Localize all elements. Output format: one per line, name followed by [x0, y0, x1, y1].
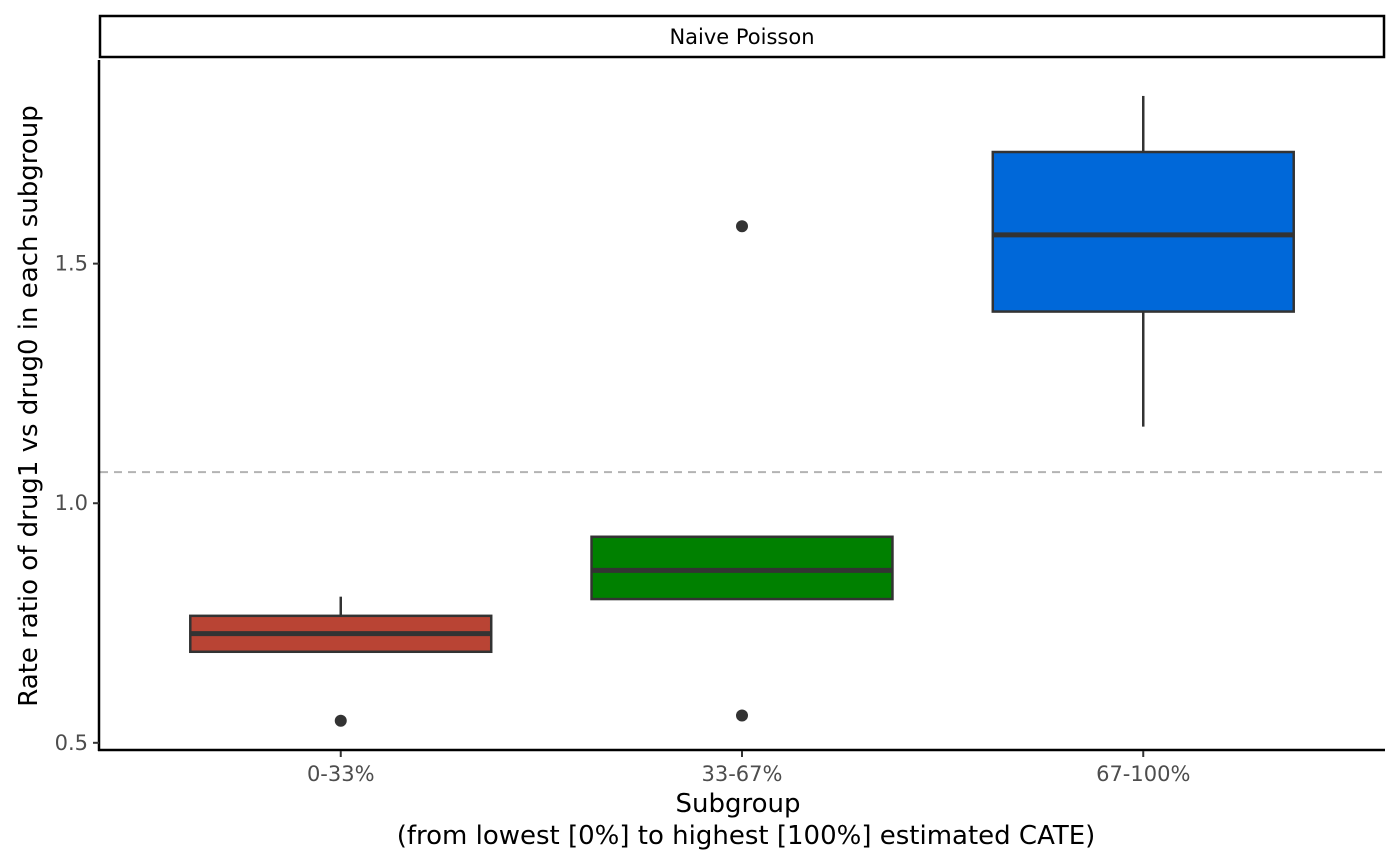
- box-67-100%: [991, 95, 1295, 427]
- box-33-67%: [590, 220, 894, 722]
- x-tick-label: 67-100%: [1096, 762, 1190, 786]
- facet-strip: [98, 14, 1386, 59]
- y-axis-ticks: 0.5 1.0 1.5: [55, 252, 99, 755]
- box-body: [991, 150, 1295, 313]
- outlier-point: [334, 714, 347, 727]
- x-tick-label: 33-67%: [702, 762, 783, 786]
- outlier-point: [736, 709, 748, 722]
- y-axis-title: Rate ratio of drug1 vs drug0 in each sub…: [14, 105, 44, 707]
- y-tick-label: 0.5: [55, 731, 88, 755]
- facet-title: Naive Poisson: [669, 25, 814, 49]
- y-tick-label: 1.5: [55, 252, 88, 276]
- x-axis-ticks: 0-33% 33-67% 67-100%: [307, 751, 1190, 786]
- x-axis-title: Subgroup: [676, 789, 801, 819]
- x-tick-label: 0-33%: [307, 762, 375, 786]
- plot-area: [100, 95, 1384, 727]
- y-tick-label: 1.0: [55, 491, 88, 515]
- x-axis-subtitle: (from lowest [0%] to highest [100%] esti…: [397, 821, 1096, 851]
- box-0-33%: [189, 596, 493, 727]
- outlier-point: [736, 220, 748, 233]
